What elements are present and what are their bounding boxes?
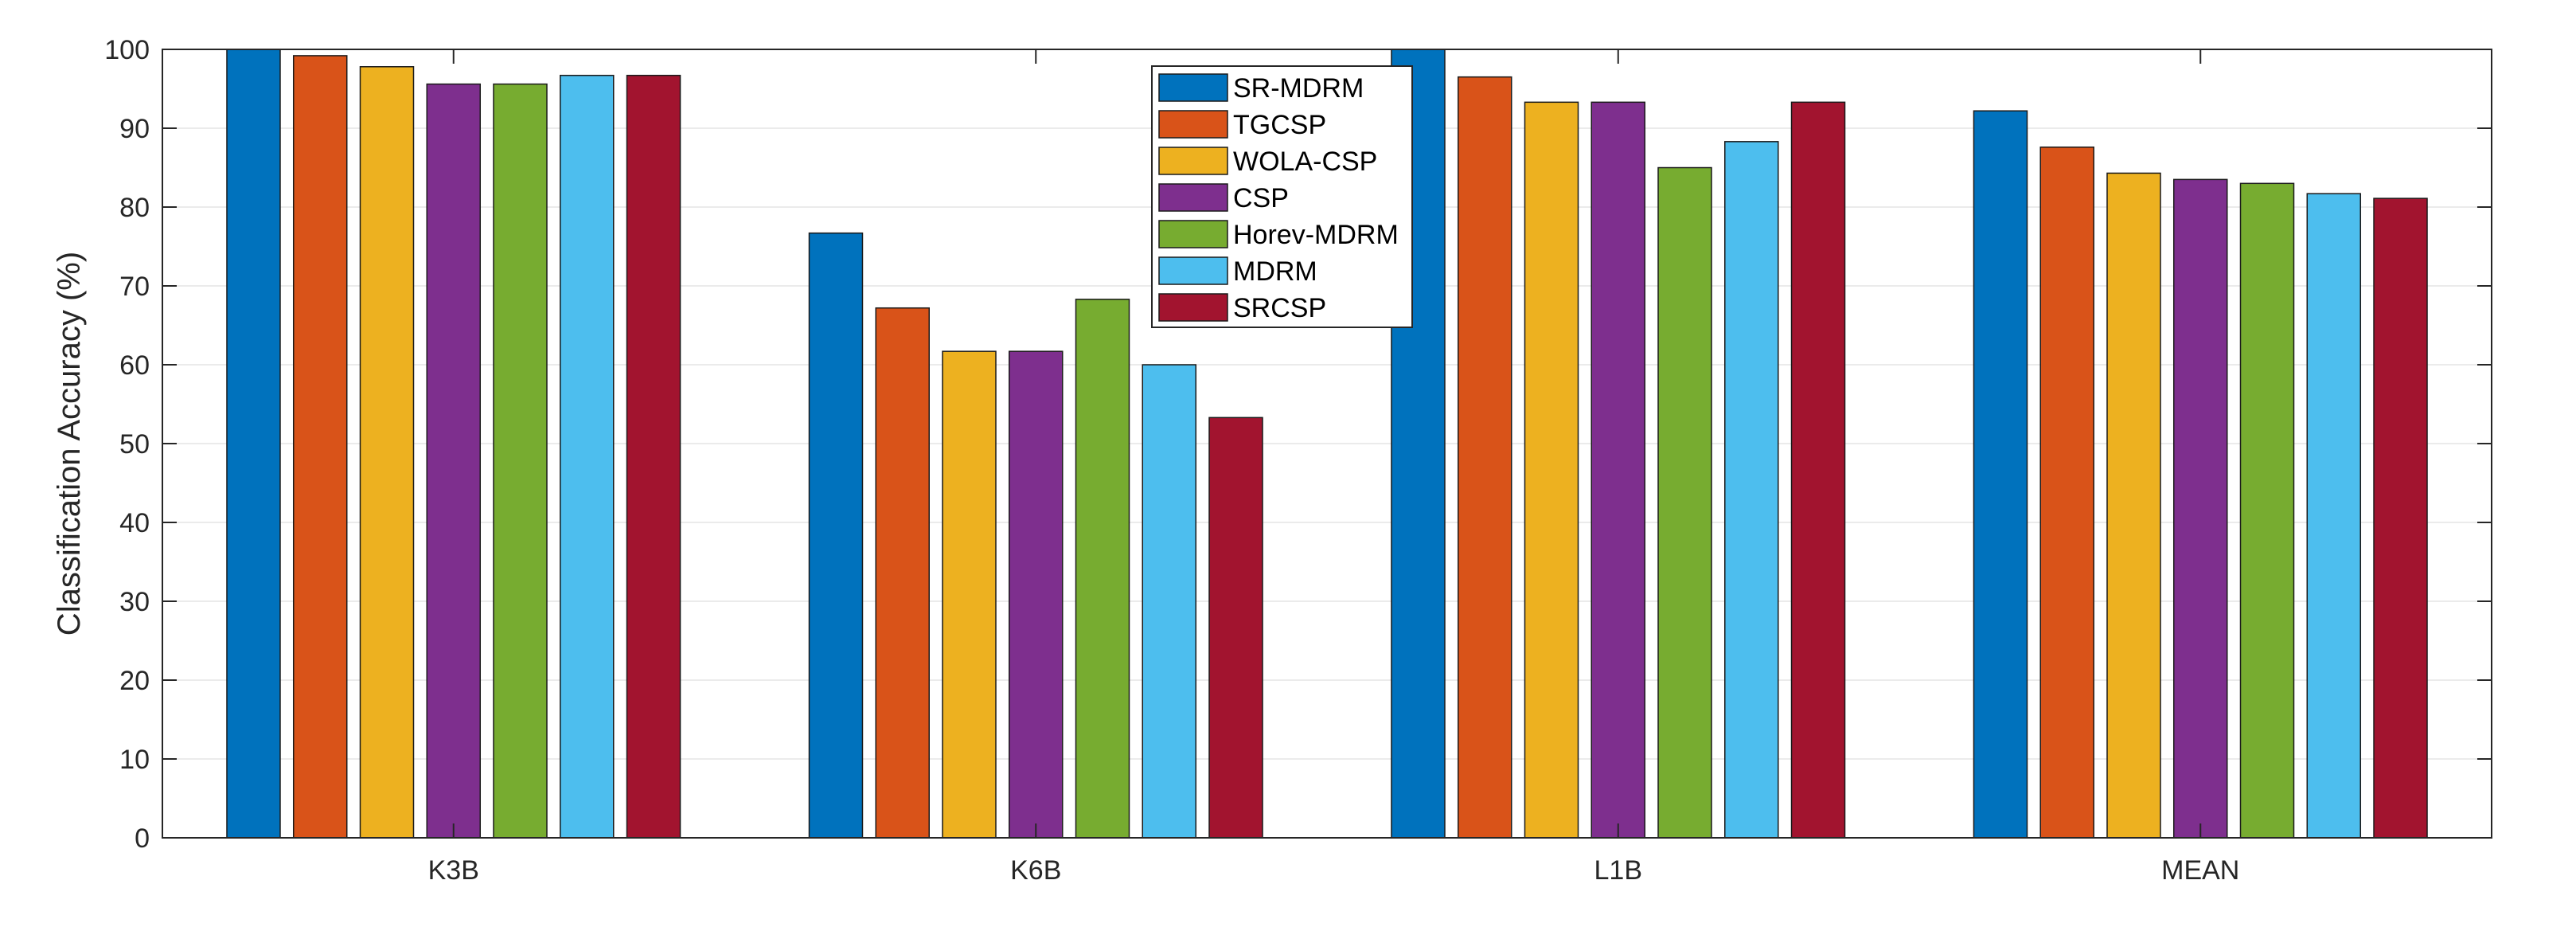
bar-horev-mdrm-mean xyxy=(2239,182,2295,839)
legend-label: MDRM xyxy=(1233,256,1317,287)
y-tick-label: 30 xyxy=(119,587,150,617)
bar-tgcsp-mean xyxy=(2039,147,2094,839)
grid-lines xyxy=(162,127,2492,760)
legend-swatch xyxy=(1158,293,1228,322)
bar-srcsp-k3b xyxy=(626,74,681,839)
x-tick-label: K3B xyxy=(428,855,479,886)
x-axis-ticks: K3B K6B L1B MEAN xyxy=(428,49,2239,886)
bar-srcsp-l1b xyxy=(1790,101,1846,839)
legend-label: Horev-MDRM xyxy=(1233,220,1399,250)
y-axis-title: Classification Accuracy (%) xyxy=(52,252,87,636)
bar-csp-mean xyxy=(2172,178,2228,839)
bar-mdrm-k6b xyxy=(1142,364,1197,839)
bar-horev-mdrm-l1b xyxy=(1657,166,1712,839)
bars xyxy=(226,49,2428,839)
legend-swatch xyxy=(1158,73,1228,102)
y-tick-label: 20 xyxy=(119,666,150,696)
y-tick-label: 40 xyxy=(119,508,150,538)
bar-mdrm-mean xyxy=(2306,193,2362,839)
x-tick-label: K6B xyxy=(1010,855,1061,886)
bar-horev-mdrm-k6b xyxy=(1075,299,1130,839)
bar-sr-mdrm-k3b xyxy=(226,49,281,839)
legend-swatch xyxy=(1158,110,1228,139)
legend-swatch xyxy=(1158,220,1228,248)
bar-mdrm-k3b xyxy=(560,74,615,839)
bar-sr-mdrm-k6b xyxy=(808,232,864,839)
legend-swatch xyxy=(1158,183,1228,212)
x-tick-label: L1B xyxy=(1594,855,1643,886)
bar-csp-l1b xyxy=(1590,101,1646,839)
bar-srcsp-mean xyxy=(2373,198,2428,839)
legend-label: WOLA-CSP xyxy=(1233,147,1377,177)
legend-label: SR-MDRM xyxy=(1233,73,1364,104)
y-tick-label: 90 xyxy=(119,114,150,144)
legend-label: SRCSP xyxy=(1233,293,1326,323)
legend-swatch xyxy=(1158,147,1228,175)
y-axis-ticks: 0 10 20 30 40 50 60 70 80 90 100 xyxy=(104,35,2492,854)
bar-srcsp-k6b xyxy=(1208,417,1263,839)
bar-tgcsp-k3b xyxy=(292,55,348,839)
bar-horev-mdrm-k3b xyxy=(493,83,548,839)
bar-tgcsp-k6b xyxy=(875,307,930,839)
legend-label: TGCSP xyxy=(1233,110,1326,140)
bar-wola-csp-l1b xyxy=(1524,101,1579,839)
bar-wola-csp-mean xyxy=(2106,172,2161,839)
bar-wola-csp-k6b xyxy=(942,350,997,839)
legend-swatch xyxy=(1158,256,1228,285)
y-tick-label: 50 xyxy=(119,429,150,460)
y-tick-label: 80 xyxy=(119,193,150,223)
x-tick-label: MEAN xyxy=(2161,855,2239,886)
bar-sr-mdrm-mean xyxy=(1973,110,2028,839)
legend: SR-MDRM TGCSP WOLA-CSP CSP Horev-MDRM MDRM SRC… xyxy=(1151,65,1413,328)
y-tick-label: 100 xyxy=(104,35,150,65)
bar-csp-k3b xyxy=(426,83,482,839)
y-tick-label: 10 xyxy=(119,745,150,775)
bar-mdrm-l1b xyxy=(1724,141,1779,839)
y-tick-label: 70 xyxy=(119,272,150,302)
bar-wola-csp-k3b xyxy=(359,66,415,839)
legend-label: CSP xyxy=(1233,183,1289,213)
bar-csp-k6b xyxy=(1008,350,1064,839)
y-tick-label: 0 xyxy=(135,823,150,854)
bar-tgcsp-l1b xyxy=(1457,76,1512,839)
y-tick-label: 60 xyxy=(119,350,150,381)
